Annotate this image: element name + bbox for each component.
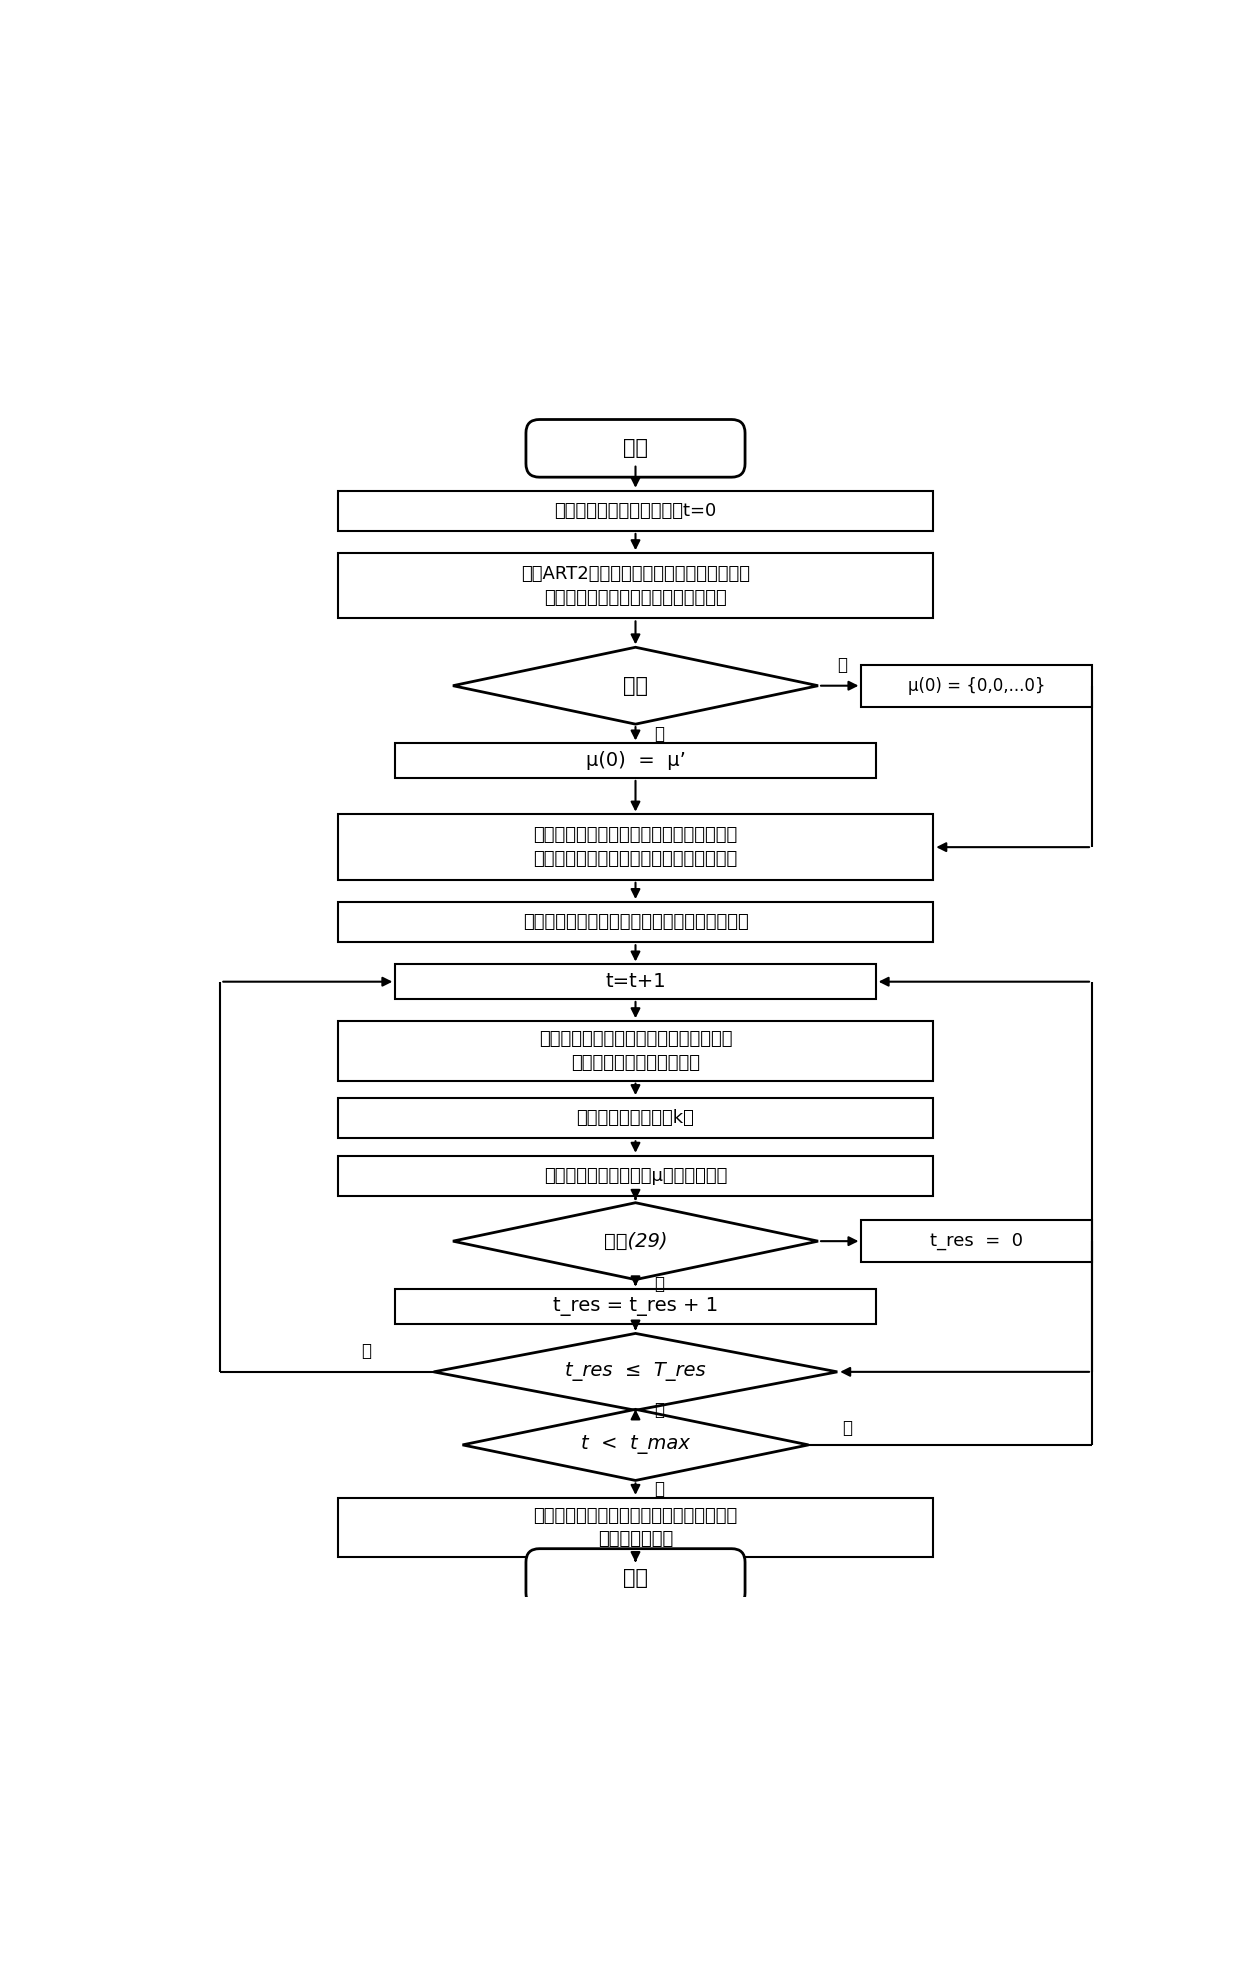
Text: t=t+1: t=t+1 xyxy=(605,973,666,991)
Text: 否: 否 xyxy=(655,1481,665,1498)
Bar xyxy=(862,1221,1092,1263)
Text: 更新所有基站的代价值μ，并进行广播: 更新所有基站的代价值μ，并进行广播 xyxy=(544,1167,727,1185)
Bar xyxy=(337,492,934,531)
Bar xyxy=(337,1098,934,1138)
Text: 利用ART2型神经网络对输入的用户速率分布
模式进行分类，得到类别和是否为新类: 利用ART2型神经网络对输入的用户速率分布 模式进行分类，得到类别和是否为新类 xyxy=(521,565,750,606)
Bar xyxy=(337,1021,934,1080)
Bar xyxy=(396,743,875,779)
Bar xyxy=(396,965,875,999)
Bar xyxy=(337,1156,934,1195)
Text: 用得到的最优的代价值对当前模式类的初始
代价偏置值更新: 用得到的最优的代价值对当前模式类的初始 代价偏置值更新 xyxy=(533,1506,738,1548)
Polygon shape xyxy=(463,1409,808,1481)
Bar xyxy=(337,1498,934,1558)
Polygon shape xyxy=(434,1334,837,1411)
Text: t_res  ≤  T_res: t_res ≤ T_res xyxy=(565,1362,706,1381)
Text: 否: 否 xyxy=(361,1342,372,1360)
Polygon shape xyxy=(453,1203,818,1280)
Text: 是: 是 xyxy=(842,1419,852,1437)
FancyBboxPatch shape xyxy=(526,420,745,478)
Text: 基于对数效用函数的分析，对连接到同一个
基站上的所有用户平均分配基站的时频资源: 基于对数效用函数的分析，对连接到同一个 基站上的所有用户平均分配基站的时频资源 xyxy=(533,826,738,868)
Text: 新类: 新类 xyxy=(622,676,649,696)
Text: t  <  t_max: t < t_max xyxy=(582,1435,689,1455)
Polygon shape xyxy=(453,648,818,723)
Text: 开始: 开始 xyxy=(622,438,649,458)
Bar xyxy=(337,815,934,880)
Text: 条件(29): 条件(29) xyxy=(604,1231,667,1251)
Text: 结束: 结束 xyxy=(622,1568,649,1588)
Text: 更新每个基站的最优k值: 更新每个基站的最优k值 xyxy=(577,1110,694,1128)
FancyBboxPatch shape xyxy=(526,1548,745,1605)
Text: t_res = t_res + 1: t_res = t_res + 1 xyxy=(553,1296,718,1316)
Text: μ(0)  =  μ’: μ(0) = μ’ xyxy=(585,751,686,771)
Text: 是: 是 xyxy=(655,1274,665,1294)
Bar xyxy=(862,664,1092,708)
Text: 用拉格朗日对偶方法把优化问题转化为对偶问题: 用拉格朗日对偶方法把优化问题转化为对偶问题 xyxy=(522,914,749,932)
Bar xyxy=(337,902,934,941)
Text: 采集网络信息，初始化参数t=0: 采集网络信息，初始化参数t=0 xyxy=(554,501,717,519)
Bar xyxy=(396,1288,875,1324)
Text: t_res  =  0: t_res = 0 xyxy=(930,1233,1023,1251)
Text: 否: 否 xyxy=(837,656,847,674)
Text: 是: 是 xyxy=(655,1401,665,1419)
Bar xyxy=(337,553,934,618)
Text: μ(0) = {0,0,...0}: μ(0) = {0,0,...0} xyxy=(908,676,1045,696)
Text: 是: 是 xyxy=(655,725,665,743)
Text: 计算用户速率的对数效用函数和基站代价
值，用户连接到最优的基站: 计算用户速率的对数效用函数和基站代价 值，用户连接到最优的基站 xyxy=(538,1031,733,1072)
